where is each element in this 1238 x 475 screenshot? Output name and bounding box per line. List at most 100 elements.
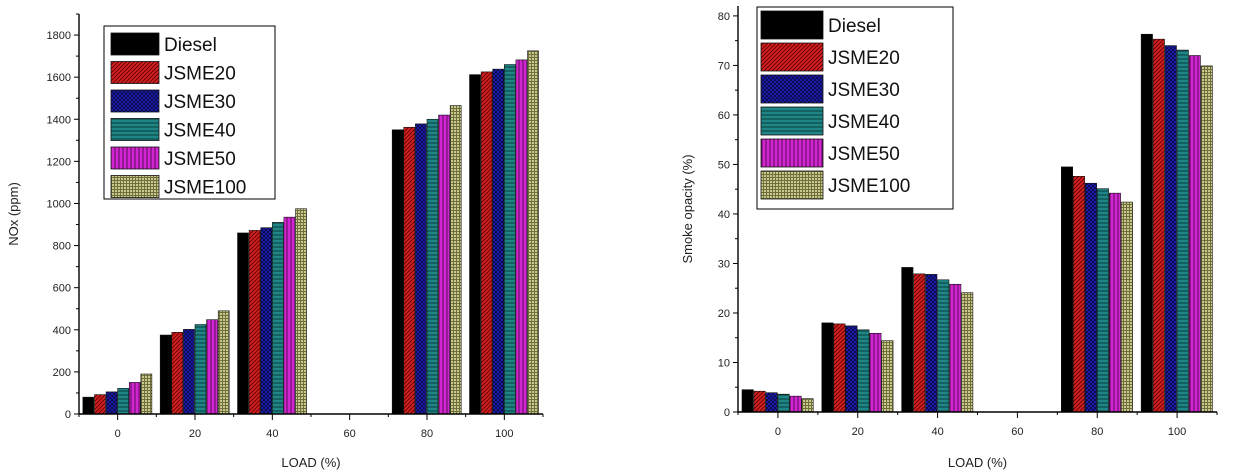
legend-swatch-jsme40 [110, 118, 160, 141]
bar-jsme40-load-80 [1096, 188, 1109, 413]
legend-label-jsme20: JSME20 [828, 48, 900, 69]
bar-jsme50-load-40 [949, 283, 962, 413]
bar-jsme40-load-100 [504, 64, 516, 415]
bar-jsme100-load-100 [527, 50, 539, 415]
bar-jsme20-load-0 [94, 394, 106, 415]
bar-jsme40-load-20 [857, 329, 870, 413]
x-tick-label: 40 [266, 428, 278, 440]
legend-swatch-jsme20 [110, 61, 160, 84]
x-tick-label: 0 [775, 426, 781, 438]
legend-swatch-jsme20 [760, 42, 824, 72]
bar-jsme30-load-80 [415, 123, 427, 415]
smoke-opacity-chart: 0 10 20 30 40 50 60 70 80 0 20 40 60 80 100 LOAD (%) Smo… [680, 6, 1218, 470]
bar-diesel-load-20 [821, 322, 834, 413]
bar-jsme30-load-100 [1164, 45, 1177, 413]
bar-jsme100-load-0 [140, 373, 153, 415]
y-axis-label: NOx (ppm) [6, 182, 21, 246]
bar-jsme50-load-100 [515, 59, 528, 415]
legend-label-jsme50: JSME50 [828, 144, 900, 165]
legend-swatch-jsme30 [760, 74, 824, 104]
bar-diesel-load-80 [1061, 166, 1073, 413]
y-tick-label: 70 [718, 60, 730, 72]
legend-label-jsme40: JSME40 [828, 112, 900, 133]
bar-jsme20-load-80 [403, 126, 416, 415]
bar-jsme20-load-40 [248, 230, 261, 415]
bar-jsme20-load-40 [913, 273, 926, 413]
x-tick-label: 100 [1168, 426, 1186, 438]
bar-jsme100-load-20 [881, 340, 894, 413]
bar-jsme100-load-20 [217, 310, 230, 415]
bar-jsme20-load-0 [753, 390, 766, 413]
bar-diesel-load-20 [159, 334, 172, 415]
legend: Diesel JSME20 JSME30 JSME40 JSME50 JSME100 [103, 25, 276, 200]
bar-diesel-load-40 [901, 267, 914, 413]
x-tick-label: 80 [421, 428, 433, 440]
legend-swatch-jsme50 [760, 138, 824, 168]
bar-jsme20-load-20 [171, 332, 184, 415]
y-axis-label: Smoke opacity (%) [680, 154, 695, 263]
bars [741, 33, 1213, 413]
bar-jsme20-load-100 [1152, 38, 1165, 413]
legend-swatch-jsme30 [110, 89, 160, 113]
x-tick-label: 20 [852, 426, 864, 438]
bar-jsme30-load-20 [183, 329, 195, 415]
bar-jsme40-load-0 [777, 393, 790, 413]
legend-swatch-jsme40 [760, 106, 824, 136]
y-tick-label: 10 [718, 357, 730, 369]
y-tick-label: 60 [718, 110, 730, 122]
y-tick-label: 1600 [47, 72, 71, 84]
legend-label-jsme20: JSME20 [164, 64, 236, 85]
y-tick-label: 800 [53, 241, 71, 253]
bars [82, 50, 539, 415]
bar-diesel-load-0 [741, 389, 754, 413]
bar-jsme40-load-20 [194, 324, 207, 415]
bar-jsme50-load-80 [438, 114, 450, 415]
bar-diesel-load-80 [391, 129, 404, 415]
bar-jsme50-load-100 [1188, 55, 1201, 413]
x-tick-label: 60 [344, 428, 356, 440]
bar-diesel-load-0 [82, 396, 95, 415]
x-tick-label: 100 [495, 428, 513, 440]
bar-jsme40-load-0 [117, 388, 129, 415]
x-tick-label: 20 [189, 428, 201, 440]
x-tick-label: 60 [1011, 426, 1023, 438]
bar-jsme50-load-20 [206, 319, 218, 415]
bar-jsme50-load-40 [283, 216, 296, 415]
bar-diesel-load-100 [469, 74, 481, 415]
legend-swatch-jsme50 [110, 146, 160, 170]
bar-diesel-load-100 [1140, 33, 1153, 413]
y-tick-label: 200 [53, 367, 71, 379]
bar-jsme30-load-40 [260, 227, 273, 415]
bar-jsme50-load-80 [1108, 192, 1121, 413]
x-tick-label: 80 [1091, 426, 1103, 438]
y-tick-label: 0 [65, 409, 71, 421]
y-tick-label: 1800 [47, 30, 71, 42]
bar-jsme30-load-40 [925, 274, 938, 413]
y-tick-label: 600 [53, 283, 71, 295]
bar-jsme40-load-80 [426, 118, 439, 415]
bar-jsme50-load-0 [789, 395, 802, 413]
y-tick-label: 400 [53, 325, 71, 337]
legend-label-diesel: Diesel [828, 16, 881, 37]
x-tick-label: 40 [931, 426, 943, 438]
bar-jsme30-load-80 [1084, 182, 1097, 413]
bar-jsme20-load-100 [480, 71, 493, 415]
y-tick-label: 1200 [47, 156, 71, 168]
bar-jsme30-load-0 [105, 391, 118, 415]
legend-label-diesel: Diesel [164, 35, 217, 56]
bar-diesel-load-40 [237, 232, 249, 415]
bar-jsme20-load-80 [1072, 176, 1085, 413]
legend-swatch-diesel [760, 10, 824, 40]
legend-label-jsme30: JSME30 [828, 80, 900, 101]
legend-label-jsme100: JSME100 [828, 176, 910, 197]
bar-jsme50-load-0 [128, 382, 141, 415]
bar-jsme100-load-40 [295, 208, 307, 415]
legend-swatch-jsme100 [760, 170, 824, 200]
y-tick-label: 20 [718, 308, 730, 320]
legend-label-jsme30: JSME30 [164, 92, 236, 113]
legend-swatch-diesel [110, 32, 160, 56]
bar-jsme100-load-80 [1120, 201, 1133, 413]
legend-label-jsme50: JSME50 [164, 149, 236, 170]
bar-jsme100-load-100 [1200, 65, 1213, 413]
bar-jsme40-load-40 [272, 222, 284, 415]
